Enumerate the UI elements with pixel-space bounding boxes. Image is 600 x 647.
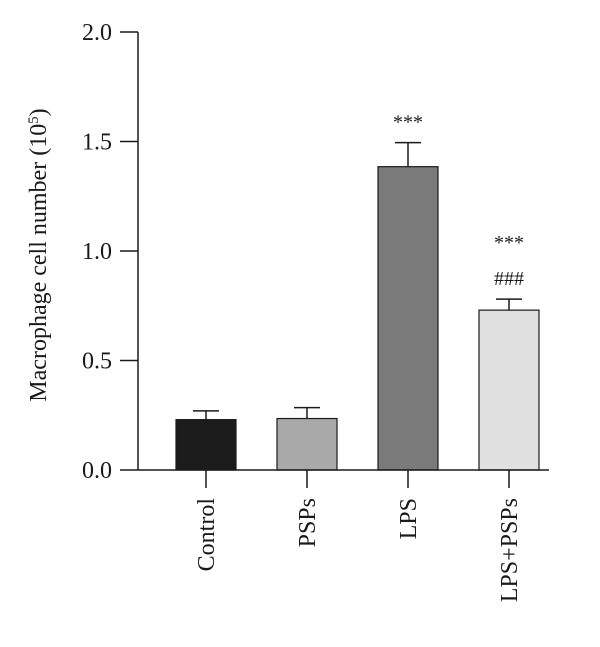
significance-hashes: ### [494, 268, 524, 290]
bar-lps-psps [478, 309, 540, 471]
x-axis: Control PSPs LPS LPS+PSPs [138, 469, 549, 602]
bar-control [175, 419, 237, 471]
y-tick-label: 2.0 [82, 20, 112, 46]
bar-lps [377, 166, 439, 471]
y-tick-label: 1.0 [82, 239, 112, 265]
y-tick-label: 0.0 [82, 458, 112, 484]
significance-stars: *** [494, 232, 524, 254]
y-tick-label: 0.5 [82, 349, 112, 375]
x-tick-label: LPS+PSPs [497, 498, 523, 602]
y-axis-title-suffix: ) [26, 108, 52, 116]
y-axis: 0.0 0.5 1.0 1.5 2.0 [82, 20, 139, 484]
y-axis-title: Macrophage cell number (105) [26, 108, 52, 401]
bars [175, 141, 540, 471]
significance-stars: *** [393, 112, 423, 134]
x-tick-label: Control [194, 498, 220, 572]
y-axis-title-main: Macrophage cell number (10 [26, 124, 52, 402]
y-axis-title-exponent: 5 [26, 116, 42, 124]
x-tick-label: PSPs [295, 498, 321, 547]
x-tick-label: LPS [396, 498, 422, 539]
bar-psps [276, 417, 338, 471]
significance-annotations: *** *** ### [393, 112, 524, 291]
y-tick-label: 1.5 [82, 130, 112, 156]
